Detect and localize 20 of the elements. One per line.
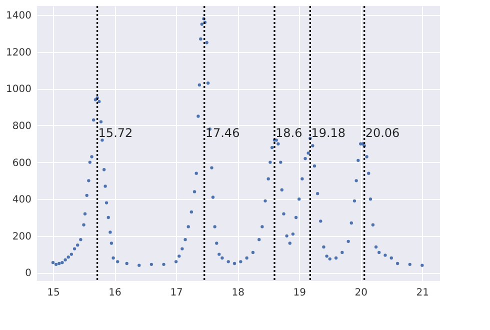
y-tick-label: 1000: [6, 84, 32, 96]
y-tick-label: 600: [12, 158, 32, 169]
x-tick-label: 21: [416, 288, 430, 298]
ref-line-label: 15.72: [98, 126, 133, 140]
y-tick-label: 1200: [6, 47, 32, 58]
x-tick-label: 19: [293, 288, 306, 298]
y-tick-label: 0: [25, 268, 32, 280]
ref-line-label: 20.06: [365, 126, 400, 140]
x-tick-label: 16: [108, 288, 122, 298]
y-tick-label: 200: [12, 231, 32, 242]
ref-line-label: 17.46: [205, 126, 240, 140]
ref-line-label: 18.6: [275, 126, 302, 140]
y-tick-label: 1400: [6, 10, 32, 22]
ref-line-label: 19.18: [311, 126, 346, 140]
x-tick-label: 20: [354, 288, 368, 298]
x-tick-label: 15: [47, 288, 60, 298]
y-tick-label: 400: [12, 194, 32, 206]
x-tick-label: 17: [170, 288, 183, 298]
y-tick-label: 800: [12, 120, 32, 132]
x-tick-label: 18: [232, 288, 244, 298]
